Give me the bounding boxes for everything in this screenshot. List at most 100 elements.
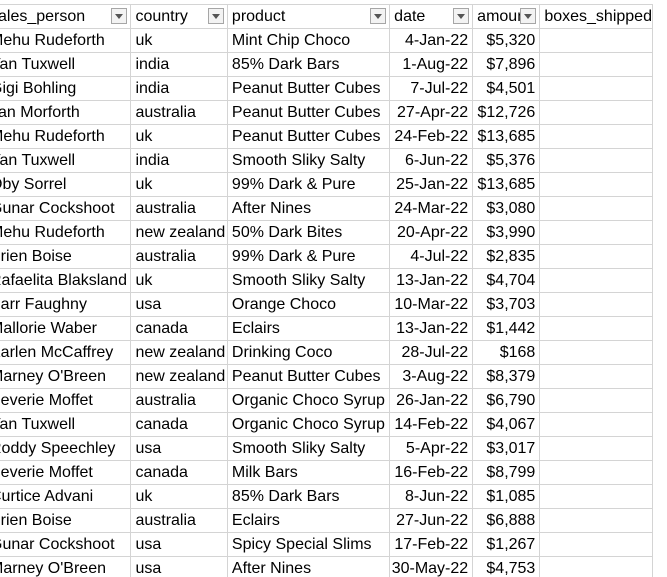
cell-product[interactable]: 85% Dark Bars xyxy=(227,484,391,509)
cell-date[interactable]: 4-Jan-22 xyxy=(389,28,474,53)
cell-amount[interactable]: $1,442 xyxy=(472,316,541,341)
cell-date[interactable]: 27-Jun-22 xyxy=(389,508,474,533)
cell-sales-person[interactable]: Gunar Cockshoot xyxy=(0,532,132,557)
cell-boxes-shipped[interactable] xyxy=(539,484,653,509)
cell-boxes-shipped[interactable] xyxy=(539,508,653,533)
cell-sales-person[interactable]: Gigi Bohling xyxy=(0,76,132,101)
header-cell-boxes-shipped[interactable]: boxes_shipped xyxy=(539,4,653,29)
cell-date[interactable]: 14-Feb-22 xyxy=(389,412,474,437)
cell-amount[interactable]: $13,685 xyxy=(472,172,541,197)
cell-boxes-shipped[interactable] xyxy=(539,340,653,365)
cell-boxes-shipped[interactable] xyxy=(539,316,653,341)
cell-boxes-shipped[interactable] xyxy=(539,292,653,317)
cell-boxes-shipped[interactable] xyxy=(539,244,653,269)
cell-boxes-shipped[interactable] xyxy=(539,412,653,437)
cell-amount[interactable]: $5,320 xyxy=(472,28,541,53)
cell-date[interactable]: 16-Feb-22 xyxy=(389,460,474,485)
cell-date[interactable]: 7-Jul-22 xyxy=(389,76,474,101)
cell-product[interactable]: Eclairs xyxy=(227,508,391,533)
filter-dropdown-button[interactable] xyxy=(453,8,470,24)
cell-amount[interactable]: $5,376 xyxy=(472,148,541,173)
cell-amount[interactable]: $3,080 xyxy=(472,196,541,221)
cell-boxes-shipped[interactable] xyxy=(539,100,653,125)
cell-boxes-shipped[interactable] xyxy=(539,268,653,293)
cell-sales-person[interactable]: Curtice Advani xyxy=(0,484,132,509)
cell-date[interactable]: 13-Jan-22 xyxy=(389,316,474,341)
header-cell-sales-person[interactable]: sales_person xyxy=(0,4,132,29)
cell-sales-person[interactable]: Mehu Rudeforth xyxy=(0,124,132,149)
cell-date[interactable]: 3-Aug-22 xyxy=(389,364,474,389)
cell-country[interactable]: uk xyxy=(130,28,228,53)
cell-country[interactable]: usa xyxy=(130,556,228,577)
header-cell-date[interactable]: date xyxy=(389,4,474,29)
cell-country[interactable]: australia xyxy=(130,196,228,221)
filter-dropdown-button[interactable] xyxy=(520,8,537,24)
cell-sales-person[interactable]: Beverie Moffet xyxy=(0,388,132,413)
cell-product[interactable]: After Nines xyxy=(227,196,391,221)
cell-boxes-shipped[interactable] xyxy=(539,460,653,485)
cell-amount[interactable]: $7,896 xyxy=(472,52,541,77)
cell-boxes-shipped[interactable] xyxy=(539,76,653,101)
cell-product[interactable]: Peanut Butter Cubes xyxy=(227,124,391,149)
cell-boxes-shipped[interactable] xyxy=(539,436,653,461)
cell-product[interactable]: After Nines xyxy=(227,556,391,577)
cell-amount[interactable]: $3,017 xyxy=(472,436,541,461)
cell-sales-person[interactable]: Mallorie Waber xyxy=(0,316,132,341)
cell-date[interactable]: 20-Apr-22 xyxy=(389,220,474,245)
cell-boxes-shipped[interactable] xyxy=(539,148,653,173)
cell-sales-person[interactable]: Karlen McCaffrey xyxy=(0,340,132,365)
cell-product[interactable]: 99% Dark & Pure xyxy=(227,244,391,269)
cell-sales-person[interactable]: Van Tuxwell xyxy=(0,148,132,173)
cell-product[interactable]: Eclairs xyxy=(227,316,391,341)
cell-country[interactable]: uk xyxy=(130,172,228,197)
cell-sales-person[interactable]: Beverie Moffet xyxy=(0,460,132,485)
cell-product[interactable]: Organic Choco Syrup xyxy=(227,388,391,413)
cell-boxes-shipped[interactable] xyxy=(539,124,653,149)
cell-product[interactable]: Smooth Sliky Salty xyxy=(227,148,391,173)
header-cell-amount[interactable]: amount xyxy=(472,4,541,29)
cell-boxes-shipped[interactable] xyxy=(539,220,653,245)
cell-amount[interactable]: $12,726 xyxy=(472,100,541,125)
cell-sales-person[interactable]: Mehu Rudeforth xyxy=(0,220,132,245)
cell-product[interactable]: Orange Choco xyxy=(227,292,391,317)
cell-product[interactable]: 85% Dark Bars xyxy=(227,52,391,77)
cell-amount[interactable]: $3,990 xyxy=(472,220,541,245)
cell-country[interactable]: canada xyxy=(130,460,228,485)
cell-product[interactable]: Drinking Coco xyxy=(227,340,391,365)
cell-amount[interactable]: $4,704 xyxy=(472,268,541,293)
cell-amount[interactable]: $8,799 xyxy=(472,460,541,485)
cell-country[interactable]: australia xyxy=(130,388,228,413)
cell-product[interactable]: Smooth Sliky Salty xyxy=(227,268,391,293)
cell-amount[interactable]: $1,085 xyxy=(472,484,541,509)
cell-date[interactable]: 25-Jan-22 xyxy=(389,172,474,197)
cell-amount[interactable]: $8,379 xyxy=(472,364,541,389)
cell-country[interactable]: new zealand xyxy=(130,364,228,389)
cell-country[interactable]: india xyxy=(130,52,228,77)
cell-country[interactable]: usa xyxy=(130,292,228,317)
cell-amount[interactable]: $6,790 xyxy=(472,388,541,413)
cell-amount[interactable]: $4,753 xyxy=(472,556,541,577)
cell-amount[interactable]: $4,501 xyxy=(472,76,541,101)
cell-amount[interactable]: $168 xyxy=(472,340,541,365)
cell-date[interactable]: 5-Apr-22 xyxy=(389,436,474,461)
cell-boxes-shipped[interactable] xyxy=(539,172,653,197)
cell-date[interactable]: 24-Feb-22 xyxy=(389,124,474,149)
cell-boxes-shipped[interactable] xyxy=(539,52,653,77)
cell-country[interactable]: australia xyxy=(130,508,228,533)
cell-boxes-shipped[interactable] xyxy=(539,556,653,577)
cell-country[interactable]: uk xyxy=(130,268,228,293)
cell-sales-person[interactable]: Gunar Cockshoot xyxy=(0,196,132,221)
cell-product[interactable]: Milk Bars xyxy=(227,460,391,485)
cell-amount[interactable]: $13,685 xyxy=(472,124,541,149)
cell-date[interactable]: 13-Jan-22 xyxy=(389,268,474,293)
cell-date[interactable]: 24-Mar-22 xyxy=(389,196,474,221)
cell-country[interactable]: usa xyxy=(130,532,228,557)
cell-sales-person[interactable]: Marney O'Breen xyxy=(0,556,132,577)
filter-dropdown-button[interactable] xyxy=(370,8,387,24)
cell-boxes-shipped[interactable] xyxy=(539,28,653,53)
cell-product[interactable]: Peanut Butter Cubes xyxy=(227,100,391,125)
cell-amount[interactable]: $2,835 xyxy=(472,244,541,269)
cell-product[interactable]: Peanut Butter Cubes xyxy=(227,364,391,389)
cell-amount[interactable]: $1,267 xyxy=(472,532,541,557)
